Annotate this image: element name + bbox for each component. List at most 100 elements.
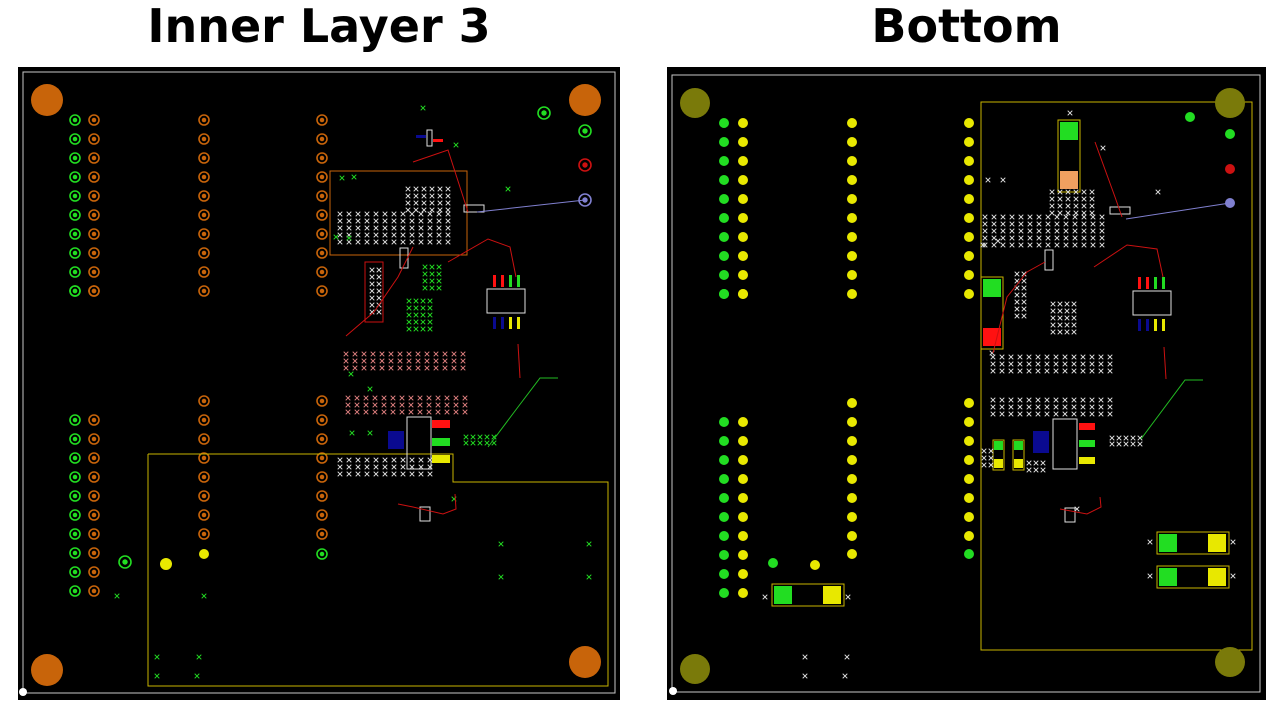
header-pad-center xyxy=(91,174,97,180)
via-marker xyxy=(391,218,397,224)
pcb-board-bottom[interactable] xyxy=(667,67,1266,700)
via-marker xyxy=(463,440,469,446)
via-marker xyxy=(1021,313,1027,319)
pcb-canvas-inner-layer-3[interactable] xyxy=(18,67,620,700)
via-marker xyxy=(1063,214,1069,220)
via-marker xyxy=(1044,411,1050,417)
sot-outline xyxy=(419,506,431,522)
sot-outline xyxy=(1044,249,1054,271)
via-marker xyxy=(1050,315,1056,321)
header-pad-center xyxy=(201,417,207,423)
via-marker xyxy=(1065,189,1071,195)
header-pad xyxy=(847,213,857,223)
via-marker xyxy=(1008,354,1014,360)
header-pad xyxy=(847,436,857,446)
via-marker xyxy=(1080,411,1086,417)
yellow-pad xyxy=(1208,534,1226,552)
header-pad xyxy=(69,585,81,597)
via-marker xyxy=(1089,368,1095,374)
via-marker xyxy=(999,368,1005,374)
via-marker xyxy=(1009,221,1015,227)
header-pad xyxy=(198,114,210,126)
header-pad-center xyxy=(72,512,78,518)
header-pad xyxy=(316,509,328,521)
via-marker xyxy=(1089,210,1095,216)
ic-pin xyxy=(509,317,512,329)
header-pad-center xyxy=(91,455,97,461)
via-marker xyxy=(453,142,459,148)
via-marker xyxy=(1045,242,1051,248)
via-marker xyxy=(1026,354,1032,360)
header-pad xyxy=(964,549,974,559)
via-marker xyxy=(1054,221,1060,227)
via-marker xyxy=(988,462,994,468)
via-marker xyxy=(429,271,435,277)
via-marker xyxy=(424,365,430,371)
via-marker xyxy=(405,207,411,213)
via-marker xyxy=(399,395,405,401)
via-marker xyxy=(435,402,441,408)
via-marker xyxy=(367,430,373,436)
header-pad xyxy=(198,490,210,502)
via-marker xyxy=(1064,315,1070,321)
blue-pad xyxy=(1033,431,1049,453)
header-pad xyxy=(88,228,100,240)
via-marker xyxy=(413,326,419,332)
via-marker xyxy=(436,285,442,291)
pcb-board-inner-layer-3[interactable] xyxy=(18,67,620,700)
via-marker xyxy=(372,409,378,415)
header-pad xyxy=(738,213,748,223)
via-marker xyxy=(1008,361,1014,367)
via-marker xyxy=(1062,368,1068,374)
via-marker xyxy=(422,264,428,270)
via-marker xyxy=(390,409,396,415)
via-marker xyxy=(1027,235,1033,241)
via-marker xyxy=(1123,441,1129,447)
via-marker xyxy=(1089,189,1095,195)
header-pad xyxy=(198,152,210,164)
test-pad xyxy=(118,555,132,569)
test-pad xyxy=(810,560,820,570)
via-marker xyxy=(990,397,996,403)
via-marker xyxy=(1071,397,1077,403)
header-pad xyxy=(964,512,974,522)
via-marker xyxy=(382,211,388,217)
via-marker xyxy=(1071,301,1077,307)
header-pad xyxy=(738,118,748,128)
header-pad xyxy=(316,171,328,183)
via-marker xyxy=(470,434,476,440)
header-pad xyxy=(719,156,729,166)
via-marker xyxy=(337,218,343,224)
via-marker xyxy=(1063,221,1069,227)
via-marker xyxy=(991,242,997,248)
via-marker xyxy=(477,440,483,446)
via-marker xyxy=(1035,404,1041,410)
header-pad-center xyxy=(72,136,78,142)
header-pad xyxy=(738,417,748,427)
via-marker xyxy=(422,278,428,284)
header-pad xyxy=(316,414,328,426)
via-marker xyxy=(1045,228,1051,234)
header-pad xyxy=(88,190,100,202)
trace xyxy=(1059,496,1102,515)
header-pad xyxy=(719,455,729,465)
via-marker xyxy=(1064,322,1070,328)
header-pad xyxy=(69,433,81,445)
via-marker xyxy=(1000,242,1006,248)
via-marker xyxy=(1053,411,1059,417)
header-pad xyxy=(847,474,857,484)
via-marker xyxy=(1054,242,1060,248)
via-marker xyxy=(1099,214,1105,220)
header-pad xyxy=(316,133,328,145)
via-marker xyxy=(1098,397,1104,403)
via-marker xyxy=(363,402,369,408)
header-pad xyxy=(316,490,328,502)
via-marker xyxy=(364,218,370,224)
header-pad xyxy=(847,270,857,280)
via-marker xyxy=(444,409,450,415)
header-pad xyxy=(198,171,210,183)
header-pad-center xyxy=(201,174,207,180)
pcb-canvas-bottom[interactable] xyxy=(667,67,1266,700)
via-marker xyxy=(586,541,592,547)
via-marker xyxy=(982,242,988,248)
